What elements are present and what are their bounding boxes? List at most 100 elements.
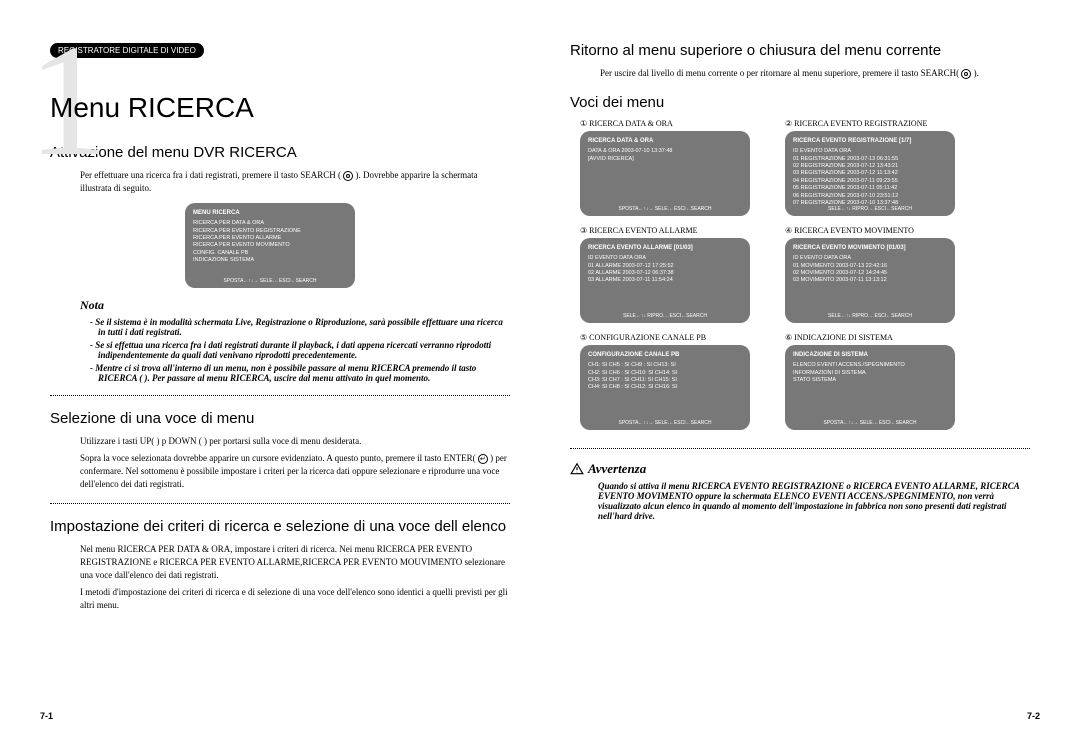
divider xyxy=(570,448,1030,449)
screen-footer: SPOSTA←↑↓→ SELE.←ESCI←SEARCH xyxy=(580,206,750,213)
screen-line: 06 REGISTRAZIONE 2003-07-10 23:51:12 xyxy=(793,193,947,200)
screen-line: CONFIG. CANALE PB xyxy=(193,250,347,257)
screen-line: 02 REGISTRAZIONE 2003-07-12 13:43:21 xyxy=(793,163,947,170)
menu-item-label: ⑤ CONFIGURAZIONE CANALE PB xyxy=(580,333,765,342)
criteria-p2: I metodi d'impostazione dei criteri di r… xyxy=(80,586,510,612)
menu-item-cell: ① RICERCA DATA & ORA RICERCA DATA & ORA DA… xyxy=(580,119,765,216)
screen-line: DATA & ORA 2003-07-10 13:37:48 xyxy=(588,148,742,155)
screen-line: 05 REGISTRAZIONE 2003-07-11 05:11:42 xyxy=(793,185,947,192)
enter-icon xyxy=(478,454,488,464)
screen-line: STATO SISTEMA xyxy=(793,377,947,384)
menu-item-label: ① RICERCA DATA & ORA xyxy=(580,119,765,128)
page-title: Menu RICERCA xyxy=(50,92,510,124)
nota-item: - Mentre ci si trova all'interno di un m… xyxy=(90,363,510,383)
avvertenza-label: Avvertenza xyxy=(588,461,646,477)
nota-list: - Se il sistema è in modalità schermata … xyxy=(90,317,510,383)
section-return-body: Per uscire dal livello di menu corrente … xyxy=(600,67,1030,80)
voci-heading: Voci dei menu xyxy=(570,94,1030,111)
screen-line: 02 ALLARME 2003-07-12 06:37:38 xyxy=(588,270,742,277)
screen-line: [AVVIO RICERCA] xyxy=(588,156,742,163)
right-page: Ritorno al menu superiore o chiusura del… xyxy=(540,0,1080,739)
screen-line: ID EVENTO DATA ORA xyxy=(588,255,742,262)
nota-item: - Se si effettua una ricerca fra i dati … xyxy=(90,340,510,360)
menu-item-cell: ④ RICERCA EVENTO MOVIMENTO RICERCA EVENTO… xyxy=(785,226,970,323)
screen-line: RICERCA PER EVENTO MOVIMENTO xyxy=(193,242,347,249)
screen-line: 01 REGISTRAZIONE 2003-07-13 06:31:55 xyxy=(793,156,947,163)
nota-label: Nota xyxy=(80,298,510,313)
screen-line: CH4: SI CH8 : SI CH12: SI CH16: SI xyxy=(588,384,742,391)
divider xyxy=(50,395,510,396)
avvertenza-body: Quando si attiva il menu RICERCA EVENTO … xyxy=(598,481,1030,521)
menu-item-label: ⑥ INDICAZIONE DI SISTEMA xyxy=(785,333,970,342)
screen-line: 04 REGISTRAZIONE 2003-07-11 09:23:55 xyxy=(793,178,947,185)
screen-line: INFORMAZIONI DI SISTEMA xyxy=(793,370,947,377)
screen-title: RICERCA EVENTO ALLARME [01/03] xyxy=(588,244,742,252)
screen-line: ELENCO EVENTI ACCENS./SPEGNIMENTO xyxy=(793,362,947,369)
menu-item-cell: ⑥ INDICAZIONE DI SISTEMA INDICAZIONE DI S… xyxy=(785,333,970,430)
screen-line: 03 MOVIMENTO 2003-07-11 13:13:12 xyxy=(793,277,947,284)
screen-title: RICERCA EVENTO MOVIMENTO [01/03] xyxy=(793,244,947,252)
menu-screen-wrap: MENU RICERCARICERCA PER DATA & ORARICERC… xyxy=(90,203,450,288)
menu-ricerca-screen: MENU RICERCARICERCA PER DATA & ORARICERC… xyxy=(185,203,355,288)
search-icon xyxy=(343,171,353,181)
menu-item-cell: ② RICERCA EVENTO REGISTRAZIONE RICERCA EV… xyxy=(785,119,970,216)
screen-title: MENU RICERCA xyxy=(193,209,347,217)
screen-line: INDICAZIONE SISTEMA xyxy=(193,257,347,264)
screen-title: RICERCA DATA & ORA xyxy=(588,137,742,145)
page-number-right: 7-2 xyxy=(1027,711,1040,721)
avvertenza-heading: Avvertenza xyxy=(570,461,1030,477)
screen-line: CH2: SI CH6 : SI CH10: SI CH14: SI xyxy=(588,370,742,377)
screen-line: 03 REGISTRAZIONE 2003-07-12 11:13:42 xyxy=(793,170,947,177)
screen-footer: SPOSTA←↑↓→ SELE.←ESCI←SEARCH xyxy=(185,278,355,285)
screen-footer: SELE←↑↓ RIPRO.←ESCI←SEARCH xyxy=(580,313,750,320)
activation-text-a: Per effettuare una ricerca fra i dati re… xyxy=(80,170,341,180)
screen-line: 01 ALLARME 2003-07-12 17:25:52 xyxy=(588,263,742,270)
screen-line: RICERCA PER EVENTO ALLARME xyxy=(193,235,347,242)
menu-item-cell: ③ RICERCA EVENTO ALLARME RICERCA EVENTO A… xyxy=(580,226,765,323)
screen-title: RICERCA EVENTO REGISTRAZIONE [1/7] xyxy=(793,137,947,145)
screen-line: ID EVENTO DATA ORA xyxy=(793,255,947,262)
section-selection-body: Utilizzare i tasti UP( ) p DOWN ( ) per … xyxy=(80,435,510,491)
warning-icon xyxy=(570,462,584,476)
nota-item: - Se il sistema è in modalità schermata … xyxy=(90,317,510,337)
screen-title: INDICAZIONE DI SISTEMA xyxy=(793,351,947,359)
divider xyxy=(50,503,510,504)
page-number-left: 7-1 xyxy=(40,711,53,721)
return-text-a: Per uscire dal livello di menu corrente … xyxy=(600,68,959,78)
screen-line: ID EVENTO DATA ORA xyxy=(793,148,947,155)
section-criteria-body: Nel menu RICERCA PER DATA & ORA, imposta… xyxy=(80,543,510,612)
menu-item-label: ② RICERCA EVENTO REGISTRAZIONE xyxy=(785,119,970,128)
section-activation-body: Per effettuare una ricerca fra i dati re… xyxy=(80,169,510,195)
screen-line: CH3: SI CH7 : SI CH11: SI CH15: SI xyxy=(588,377,742,384)
left-page: REGISTRATORE DIGITALE DI VIDEO 1 Menu RI… xyxy=(0,0,540,739)
screen-line: 01 MOVIMENTO 2003-07-13 22:42:16 xyxy=(793,263,947,270)
menu-items-grid: ① RICERCA DATA & ORA RICERCA DATA & ORA DA… xyxy=(580,119,1030,430)
screen-footer: SELE←↑↓ RIPRO.←ESCI←SEARCH xyxy=(785,206,955,213)
menu-item-screen: RICERCA EVENTO MOVIMENTO [01/03] ID EVEN… xyxy=(785,238,955,323)
menu-item-screen: RICERCA EVENTO ALLARME [01/03] ID EVENTO… xyxy=(580,238,750,323)
menu-item-label: ③ RICERCA EVENTO ALLARME xyxy=(580,226,765,235)
screen-footer: SPOSTA←↑↓→ SELE.←ESCI←SEARCH xyxy=(580,420,750,427)
return-text-b: ). xyxy=(974,68,979,78)
menu-item-cell: ⑤ CONFIGURAZIONE CANALE PB CONFIGURAZIONE… xyxy=(580,333,765,430)
screen-line: RICERCA PER DATA & ORA xyxy=(193,220,347,227)
screen-title: CONFIGURAZIONE CANALE PB xyxy=(588,351,742,359)
section-return-heading: Ritorno al menu superiore o chiusura del… xyxy=(570,42,1030,59)
section-selection-heading: Selezione di una voce di menu xyxy=(50,410,510,427)
section-activation-heading: Attivazione del menu DVR RICERCA xyxy=(50,144,510,161)
search-icon xyxy=(961,69,971,79)
menu-item-screen: CONFIGURAZIONE CANALE PB CH1: SI CH5 : SI… xyxy=(580,345,750,430)
selection-p1: Utilizzare i tasti UP( ) p DOWN ( ) per … xyxy=(80,435,510,448)
screen-footer: SPOSTA←↑↓→ SELE.←ESCI←SEARCH xyxy=(785,420,955,427)
screen-line: 02 MOVIMENTO 2003-07-12 14:24:45 xyxy=(793,270,947,277)
selection-p2a: Sopra la voce selezionata dovrebbe appar… xyxy=(80,453,476,463)
section-criteria-heading: Impostazione dei criteri di ricerca e se… xyxy=(50,518,510,535)
screen-line: CH1: SI CH5 : SI CH9 : SI CH13: SI xyxy=(588,362,742,369)
menu-item-screen: RICERCA EVENTO REGISTRAZIONE [1/7] ID EV… xyxy=(785,131,955,216)
screen-line: RICERCA PER EVENTO REGISTRAZIONE xyxy=(193,228,347,235)
menu-item-label: ④ RICERCA EVENTO MOVIMENTO xyxy=(785,226,970,235)
criteria-p1: Nel menu RICERCA PER DATA & ORA, imposta… xyxy=(80,543,510,582)
menu-item-screen: INDICAZIONE DI SISTEMA ELENCO EVENTI ACCE… xyxy=(785,345,955,430)
screen-line: 03 ALLARME 2003-07-11 11:54:24 xyxy=(588,277,742,284)
page-spread: REGISTRATORE DIGITALE DI VIDEO 1 Menu RI… xyxy=(0,0,1080,739)
